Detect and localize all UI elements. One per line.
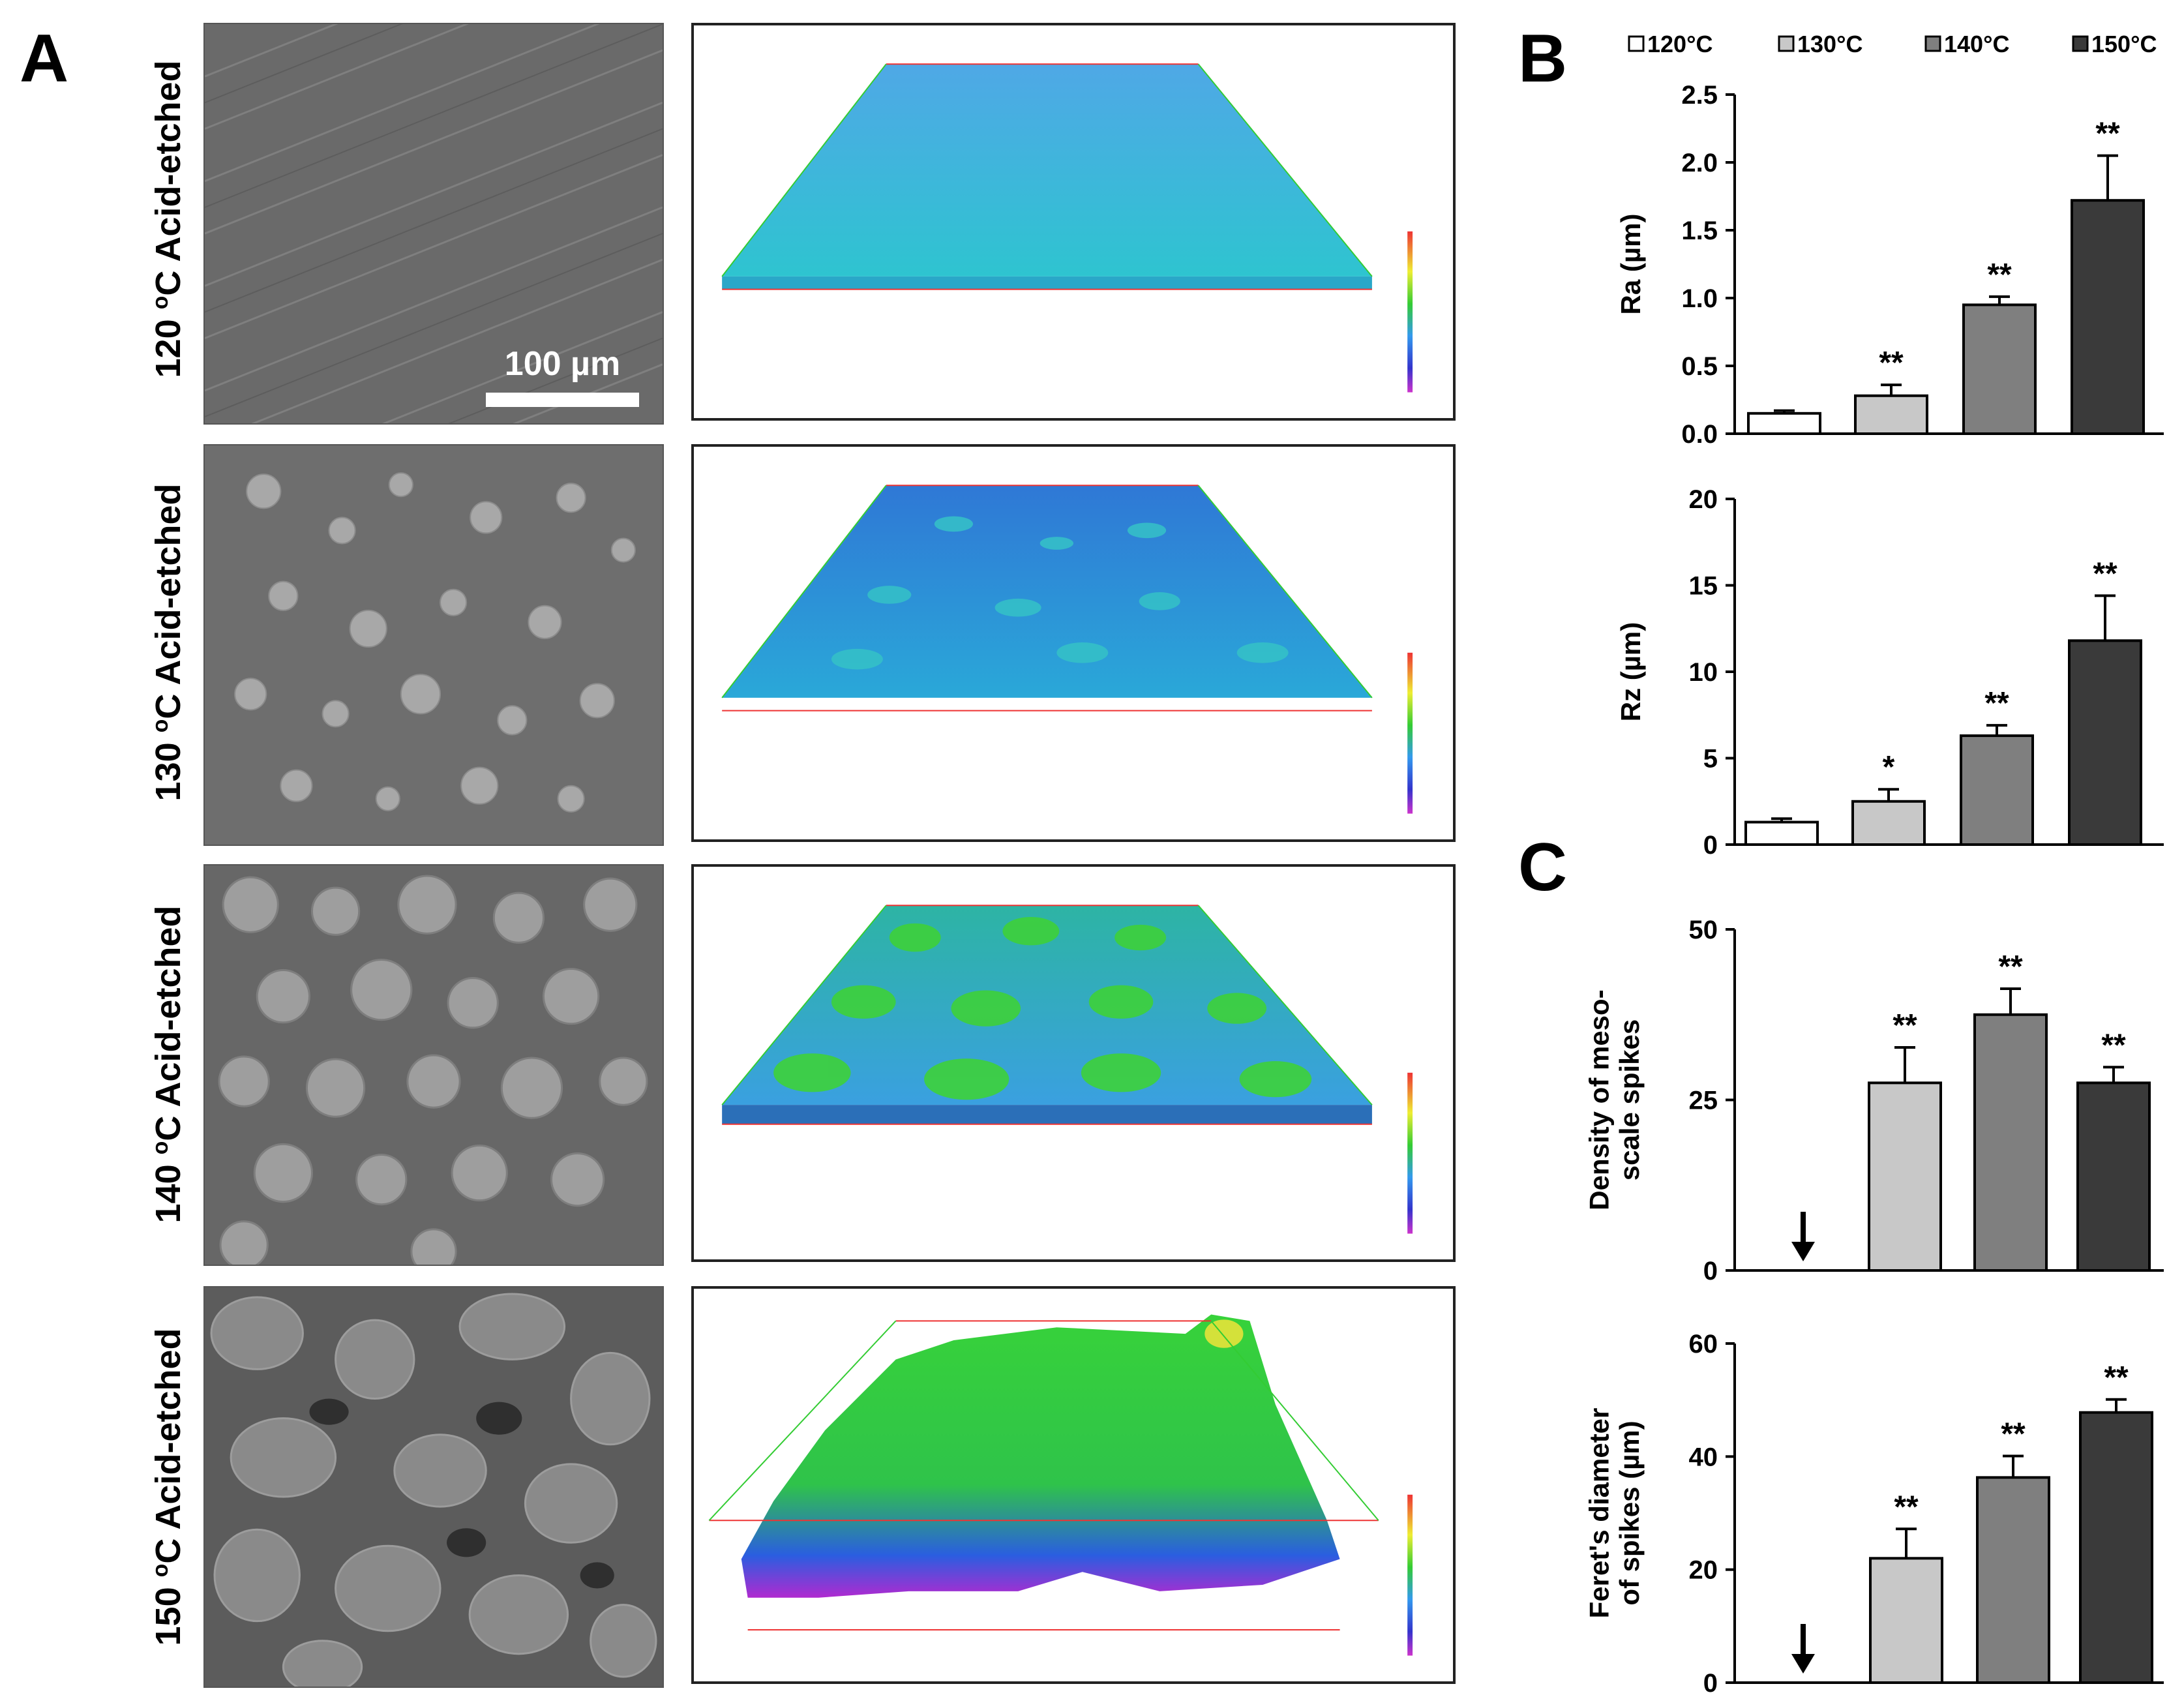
scale-bar-line xyxy=(486,393,639,407)
y-tick-label-0-3: 1.5 xyxy=(1681,217,1718,245)
y-tick-label-0-0: 0.0 xyxy=(1681,420,1718,449)
y-tick-label-3-2: 40 xyxy=(1689,1443,1718,1471)
bar-1-3 xyxy=(2068,639,2142,846)
significance-mark-0-3: ** xyxy=(2095,117,2120,151)
y-tick-label-0-2: 1.0 xyxy=(1681,284,1718,313)
significance-mark-0-1: ** xyxy=(1879,346,1904,380)
bar-1-1 xyxy=(1851,800,1926,846)
bar-0-3 xyxy=(2071,199,2145,435)
panel-letter-c: C xyxy=(1518,830,1568,905)
scale-bar: 100 µm xyxy=(486,344,639,407)
y-tick-label-0-4: 2.0 xyxy=(1681,149,1718,177)
y-tick-label-1-4: 20 xyxy=(1689,485,1718,514)
legend-swatch-0 xyxy=(1628,35,1645,52)
significance-mark-3-2: ** xyxy=(2001,1417,2026,1451)
bar-1-0 xyxy=(1744,820,1819,847)
topography-3d-150 xyxy=(691,1286,1456,1684)
y-tick-label-0-5: 2.5 xyxy=(1681,81,1718,110)
panel-letter-a: A xyxy=(20,21,69,97)
y-tick-label-2-1: 25 xyxy=(1689,1087,1718,1115)
significance-mark-1-1: * xyxy=(1883,750,1895,785)
legend-label-3: 150°C xyxy=(2091,31,2157,57)
bar-3-3 xyxy=(2079,1411,2153,1685)
y-tick-label-0-1: 0.5 xyxy=(1681,352,1718,381)
bar-0-0 xyxy=(1747,412,1821,435)
bar-2-2 xyxy=(1973,1013,2048,1272)
significance-mark-2-3: ** xyxy=(2101,1028,2126,1062)
bar-1-2 xyxy=(1960,734,2034,847)
significance-mark-1-3: ** xyxy=(2093,556,2117,591)
topography-3d-120 xyxy=(691,23,1456,421)
legend-swatch-2 xyxy=(1924,35,1941,52)
no-spike-arrowhead-3 xyxy=(1791,1654,1815,1674)
legend-swatch-1 xyxy=(1778,35,1795,52)
y-tick-label-1-2: 10 xyxy=(1689,658,1718,687)
bar-3-2 xyxy=(1976,1476,2050,1684)
sem-image-120 xyxy=(203,23,664,425)
legend-label-1: 130°C xyxy=(1797,31,1862,57)
topography-3d-140 xyxy=(691,864,1456,1262)
y-axis-label-2: Density of meso-scale spikes xyxy=(1584,989,1645,1210)
y-tick-label-3-0: 0 xyxy=(1703,1669,1718,1697)
y-tick-label-1-0: 0 xyxy=(1703,831,1718,860)
sem-image-140 xyxy=(203,864,664,1266)
y-axis-label-1: Rz (µm) xyxy=(1615,622,1646,722)
sem-image-150 xyxy=(203,1286,664,1688)
y-axis-label-0: Ra (µm) xyxy=(1615,214,1646,315)
significance-mark-3-1: ** xyxy=(1894,1490,1919,1524)
bar-0-1 xyxy=(1854,394,1928,436)
topography-3d-130 xyxy=(691,444,1456,842)
y-axis-label-3: Feret's diameterof spikes (µm) xyxy=(1584,1408,1645,1619)
bar-2-3 xyxy=(2076,1081,2151,1272)
significance-mark-3-3: ** xyxy=(2104,1360,2129,1395)
significance-mark-2-2: ** xyxy=(1998,950,2023,984)
y-tick-label-3-3: 60 xyxy=(1689,1330,1718,1359)
scale-bar-label: 100 µm xyxy=(504,345,621,383)
bar-0-2 xyxy=(1962,303,2037,435)
y-tick-label-1-3: 15 xyxy=(1689,572,1718,601)
significance-mark-1-2: ** xyxy=(1984,686,2009,721)
panel-letter-b: B xyxy=(1518,21,1568,97)
legend-swatch-3 xyxy=(2072,35,2089,52)
bar-3-1 xyxy=(1869,1557,1943,1684)
bar-2-1 xyxy=(1868,1081,1942,1272)
significance-mark-0-2: ** xyxy=(1987,258,2012,292)
sem-image-130 xyxy=(203,444,664,846)
y-tick-label-3-1: 20 xyxy=(1689,1556,1718,1585)
legend-label-0: 120°C xyxy=(1647,31,1713,57)
no-spike-arrowhead-2 xyxy=(1791,1242,1815,1261)
y-tick-label-1-1: 5 xyxy=(1703,745,1718,773)
legend-label-2: 140°C xyxy=(1944,31,2009,57)
y-tick-label-2-0: 0 xyxy=(1703,1257,1718,1285)
y-tick-label-2-2: 50 xyxy=(1689,916,1718,944)
significance-mark-2-1: ** xyxy=(1892,1008,1917,1043)
